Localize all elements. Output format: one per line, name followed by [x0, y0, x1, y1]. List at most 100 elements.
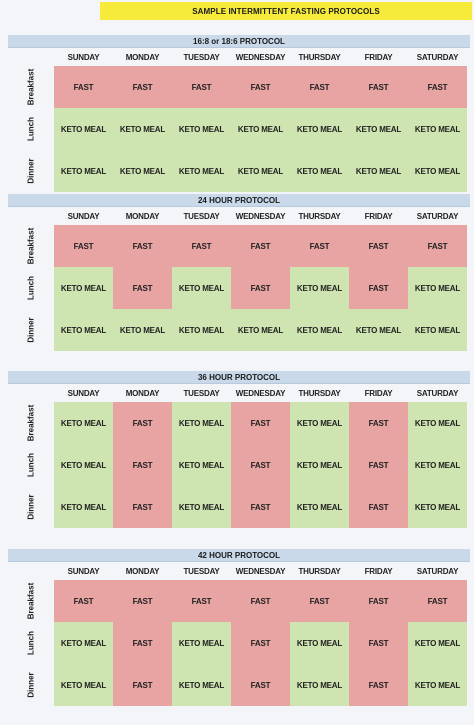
fast-cell: FAST [231, 267, 290, 309]
fast-cell: FAST [113, 580, 172, 622]
day-header-saturday: SATURDAY [416, 52, 459, 62]
meal-label-breakfast: Breakfast [8, 66, 54, 108]
protocol-header: 24 HOUR PROTOCOL [8, 194, 470, 207]
day-column-wednesday: FAST KETO MEAL KETO MEAL [231, 66, 290, 192]
keto-meal-cell: KETO MEAL [290, 486, 349, 528]
day-header-row: SUNDAY MONDAY TUESDAY WEDNESDAY THURSDAY FRID… [8, 562, 470, 580]
day-column-sunday: FAST KETO MEAL KETO MEAL [54, 66, 113, 192]
day-column-thursday: KETO MEAL KETO MEAL KETO MEAL [290, 402, 349, 528]
meal-grid: Breakfast Lunch Dinner KETO MEAL KETO MEAL KE… [8, 402, 470, 528]
keto-meal-cell: KETO MEAL [231, 309, 290, 351]
meal-label-text: Breakfast [26, 68, 36, 106]
keto-meal-cell: KETO MEAL [54, 402, 113, 444]
meal-label-breakfast: Breakfast [8, 225, 54, 267]
day-header-sunday: SUNDAY [67, 566, 100, 576]
day-header-tuesday: TUESDAY [183, 52, 220, 62]
keto-meal-cell: KETO MEAL [349, 309, 408, 351]
day-column-friday: FAST FAST FAST [349, 402, 408, 528]
day-header-thursday: THURSDAY [298, 52, 341, 62]
meal-grid: Breakfast Lunch Dinner FAST KETO MEAL KETO ME… [8, 225, 470, 351]
keto-meal-cell: KETO MEAL [349, 108, 408, 150]
keto-meal-cell: KETO MEAL [113, 150, 172, 192]
day-header-wednesday: WEDNESDAY [235, 211, 286, 221]
meal-label-dinner: Dinner [8, 664, 54, 706]
protocol-header: 36 HOUR PROTOCOL [8, 371, 470, 384]
fast-cell: FAST [172, 580, 231, 622]
keto-meal-cell: KETO MEAL [408, 108, 467, 150]
day-header-monday: MONDAY [125, 566, 160, 576]
keto-meal-cell: KETO MEAL [408, 444, 467, 486]
day-header-tuesday: TUESDAY [183, 566, 220, 576]
keto-meal-cell: KETO MEAL [408, 267, 467, 309]
fast-cell: FAST [408, 580, 467, 622]
fast-cell: FAST [113, 267, 172, 309]
meal-label-lunch: Lunch [8, 444, 54, 486]
keto-meal-cell: KETO MEAL [349, 150, 408, 192]
meal-label-text: Breakfast [26, 404, 36, 442]
fast-cell: FAST [349, 622, 408, 664]
meal-label-column: Breakfast Lunch Dinner [8, 225, 54, 351]
keto-meal-cell: KETO MEAL [172, 309, 231, 351]
fast-cell: FAST [113, 66, 172, 108]
fast-cell: FAST [113, 225, 172, 267]
fast-cell: FAST [290, 225, 349, 267]
fast-cell: FAST [349, 267, 408, 309]
fast-cell: FAST [113, 664, 172, 706]
day-column-sunday: FAST KETO MEAL KETO MEAL [54, 225, 113, 351]
day-column-friday: FAST KETO MEAL KETO MEAL [349, 66, 408, 192]
keto-meal-cell: KETO MEAL [54, 150, 113, 192]
meal-label-text: Lunch [26, 631, 36, 655]
meal-label-text: Dinner [26, 494, 36, 520]
day-header-monday: MONDAY [125, 211, 160, 221]
day-header-thursday: THURSDAY [298, 566, 341, 576]
fast-cell: FAST [54, 225, 113, 267]
day-column-tuesday: KETO MEAL KETO MEAL KETO MEAL [172, 402, 231, 528]
keto-meal-cell: KETO MEAL [408, 150, 467, 192]
keto-meal-cell: KETO MEAL [113, 309, 172, 351]
protocol-header: 16:8 or 18:6 PROTOCOL [8, 35, 470, 48]
meal-label-breakfast: Breakfast [8, 402, 54, 444]
day-column-wednesday: FAST FAST KETO MEAL [231, 225, 290, 351]
keto-meal-cell: KETO MEAL [54, 444, 113, 486]
protocol-section-16-8: 16:8 or 18:6 PROTOCOL SUNDAY MONDAY TUESDAY… [8, 35, 470, 192]
meal-grid: Breakfast Lunch Dinner FAST KETO MEAL KETO ME… [8, 580, 470, 706]
meal-label-breakfast: Breakfast [8, 580, 54, 622]
keto-meal-cell: KETO MEAL [290, 108, 349, 150]
day-column-sunday: KETO MEAL KETO MEAL KETO MEAL [54, 402, 113, 528]
keto-meal-cell: KETO MEAL [54, 108, 113, 150]
day-column-tuesday: FAST KETO MEAL KETO MEAL [172, 580, 231, 706]
day-header-wednesday: WEDNESDAY [235, 566, 286, 576]
day-header-sunday: SUNDAY [67, 388, 100, 398]
meal-label-text: Lunch [26, 117, 36, 141]
day-header-monday: MONDAY [125, 52, 160, 62]
day-header-thursday: THURSDAY [298, 211, 341, 221]
keto-meal-cell: KETO MEAL [290, 444, 349, 486]
keto-meal-cell: KETO MEAL [172, 486, 231, 528]
meal-label-text: Dinner [26, 158, 36, 184]
keto-meal-cell: KETO MEAL [172, 402, 231, 444]
fast-cell: FAST [54, 66, 113, 108]
meal-grid: Breakfast Lunch Dinner FAST KETO MEAL KETO ME… [8, 66, 470, 192]
keto-meal-cell: KETO MEAL [231, 150, 290, 192]
keto-meal-cell: KETO MEAL [172, 444, 231, 486]
keto-meal-cell: KETO MEAL [408, 309, 467, 351]
day-column-monday: FAST FAST FAST [113, 402, 172, 528]
meal-label-lunch: Lunch [8, 267, 54, 309]
day-header-sunday: SUNDAY [67, 52, 100, 62]
fast-cell: FAST [231, 486, 290, 528]
day-column-saturday: FAST KETO MEAL KETO MEAL [408, 66, 467, 192]
keto-meal-cell: KETO MEAL [290, 267, 349, 309]
meal-label-lunch: Lunch [8, 622, 54, 664]
fast-cell: FAST [349, 580, 408, 622]
day-header-sunday: SUNDAY [67, 211, 100, 221]
day-header-wednesday: WEDNESDAY [235, 388, 286, 398]
day-header-row: SUNDAY MONDAY TUESDAY WEDNESDAY THURSDAY FRID… [8, 207, 470, 225]
day-column-monday: FAST FAST KETO MEAL [113, 225, 172, 351]
protocol-section-24-hour: 24 HOUR PROTOCOL SUNDAY MONDAY TUESDAY WEDNE… [8, 194, 470, 351]
keto-meal-cell: KETO MEAL [54, 267, 113, 309]
day-header-row: SUNDAY MONDAY TUESDAY WEDNESDAY THURSDAY FRID… [8, 384, 470, 402]
meal-label-text: Lunch [26, 276, 36, 300]
fast-cell: FAST [172, 225, 231, 267]
keto-meal-cell: KETO MEAL [290, 309, 349, 351]
fast-cell: FAST [231, 664, 290, 706]
